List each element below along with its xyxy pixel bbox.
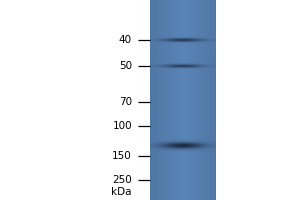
- Text: 70: 70: [119, 97, 132, 107]
- Text: 100: 100: [112, 121, 132, 131]
- Text: 150: 150: [112, 151, 132, 161]
- Text: kDa: kDa: [112, 187, 132, 197]
- Text: 40: 40: [119, 35, 132, 45]
- Text: 250: 250: [112, 175, 132, 185]
- Text: 50: 50: [119, 61, 132, 71]
